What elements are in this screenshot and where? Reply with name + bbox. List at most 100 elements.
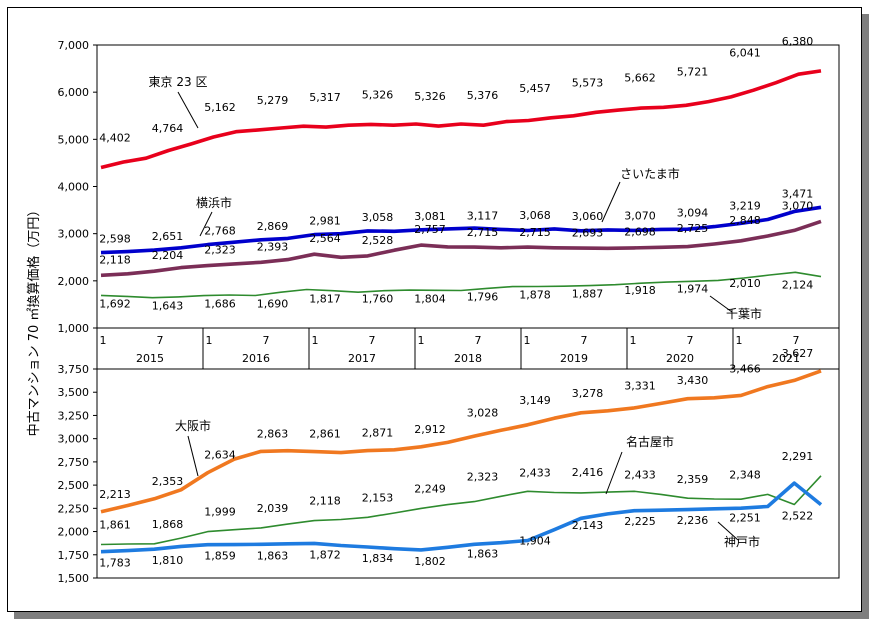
data-label: 3,117 [467, 209, 499, 222]
data-label: 5,376 [467, 89, 499, 102]
data-label: 2,291 [782, 450, 814, 463]
data-label: 2,715 [519, 226, 551, 239]
data-label: 2,153 [362, 491, 394, 504]
data-label: 2,564 [309, 232, 341, 245]
x-month-tick-label: 1 [630, 334, 637, 347]
data-label: 3,094 [677, 207, 709, 220]
data-label: 2,353 [152, 475, 184, 488]
x-year-label: 2019 [560, 352, 588, 365]
data-label: 1,690 [257, 297, 289, 310]
data-label: 2,861 [309, 428, 341, 441]
x-month-tick-label: 1 [524, 334, 531, 347]
x-month-tick-label: 7 [369, 334, 376, 347]
data-label: 3,466 [729, 363, 761, 376]
series-name-label: 千葉市 [726, 306, 762, 321]
data-label: 2,598 [99, 233, 131, 246]
series-line-11 [100, 475, 822, 546]
plot-area-border [96, 368, 840, 579]
data-label: 2,010 [729, 277, 761, 290]
data-label: 1,872 [309, 548, 341, 561]
leader-line [199, 211, 213, 237]
data-label: 1,918 [624, 284, 656, 297]
y-tick-label: 5,000 [58, 133, 90, 146]
data-label: 3,430 [677, 374, 709, 387]
y-tick-label: 4,000 [58, 181, 90, 194]
bottom-panel: 1,500 1,750 2,000 2,250 2,500 2,750 3,000 3,250… [58, 347, 840, 585]
data-label: 2,393 [257, 240, 289, 253]
y-tick-label: 3,250 [58, 409, 90, 422]
x-month-tick-label: 1 [736, 334, 743, 347]
data-label: 2,651 [152, 230, 184, 243]
x-month-tick-label: 1 [100, 334, 107, 347]
y-tick-label: 2,750 [58, 456, 90, 469]
data-label: 1,887 [572, 288, 604, 301]
x-axis-band [96, 327, 840, 370]
x-month-tick-label: 7 [581, 334, 588, 347]
data-label: 5,317 [309, 91, 341, 104]
data-label: 2,359 [677, 473, 709, 486]
data-label: 2,204 [152, 249, 184, 262]
data-label: 2,693 [572, 226, 604, 239]
data-label: 2,768 [204, 225, 236, 238]
data-label: 1,796 [467, 290, 499, 303]
data-label: 2,725 [677, 222, 709, 235]
data-label: 1,999 [204, 506, 236, 519]
data-label: 1,878 [519, 288, 551, 301]
leader-line [187, 435, 199, 477]
data-label: 2,715 [467, 226, 499, 239]
data-label: 1,783 [99, 557, 131, 570]
series-line-10 [100, 369, 822, 514]
data-label: 2,912 [414, 423, 446, 436]
y-tick-label: 2,250 [58, 502, 90, 515]
data-label: 5,162 [204, 101, 236, 114]
x-month-tick-label: 7 [157, 334, 164, 347]
data-label: 2,848 [729, 214, 761, 227]
x-month-tick-label: 1 [206, 334, 213, 347]
data-label: 5,457 [519, 82, 551, 95]
leader-line [177, 91, 199, 129]
y-axis-label: 中古マンション 70 ㎡換算価格（万円） [26, 204, 42, 437]
data-label: 2,323 [204, 244, 236, 257]
data-label: 1,859 [204, 550, 236, 563]
data-label: 3,070 [624, 209, 656, 222]
y-tick-label: 3,000 [58, 433, 90, 446]
data-label: 2,871 [362, 427, 394, 440]
data-label: 3,149 [519, 394, 551, 407]
data-label: 3,331 [624, 379, 656, 392]
y-tick-label: 1,500 [58, 572, 90, 585]
data-label: 5,721 [677, 66, 709, 79]
x-month-tick-label: 1 [312, 334, 319, 347]
series-name-label: 横浜市 [196, 195, 232, 210]
data-label: 3,081 [414, 210, 446, 223]
data-label: 2,757 [414, 223, 446, 236]
data-label: 6,380 [782, 35, 814, 48]
data-label: 2,039 [257, 502, 289, 515]
series-line-2 [100, 219, 822, 278]
data-label: 2,869 [257, 220, 289, 233]
data-label: 2,416 [572, 466, 604, 479]
series-name-label: 神戸市 [724, 534, 760, 549]
data-label: 2,981 [309, 215, 341, 228]
data-label: 3,070 [782, 199, 814, 212]
data-label: 3,219 [729, 200, 761, 213]
data-label: 3,627 [782, 347, 814, 360]
data-label: 1,810 [152, 554, 184, 567]
data-label: 2,634 [204, 449, 236, 462]
data-label: 2,213 [99, 488, 131, 501]
data-label: 2,348 [729, 468, 761, 481]
y-tick-label: 1,000 [58, 322, 90, 335]
data-label: 2,863 [257, 427, 289, 440]
data-label: 1,804 [414, 292, 446, 305]
series-line-1 [100, 205, 822, 255]
data-label: 2,124 [782, 279, 814, 292]
data-label: 2,251 [729, 511, 761, 524]
y-tick-label: 3,500 [58, 386, 90, 399]
leader-line [601, 181, 621, 223]
x-year-label: 2016 [242, 352, 270, 365]
data-label: 5,662 [624, 71, 656, 84]
y-tick-label: 3,000 [58, 228, 90, 241]
leader-line [717, 521, 739, 541]
data-label: 2,143 [572, 519, 604, 532]
x-year-label: 2015 [136, 352, 164, 365]
